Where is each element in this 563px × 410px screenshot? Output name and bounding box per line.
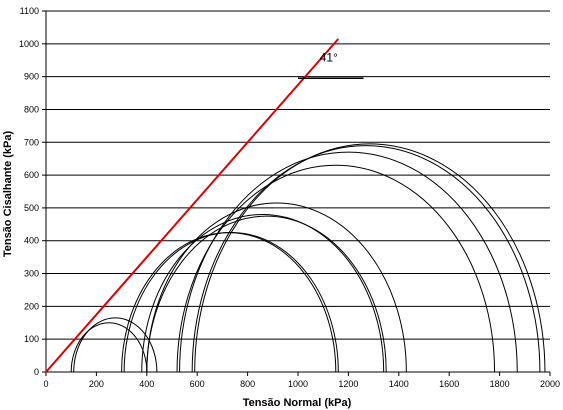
y-axis-title: Tensão Cisalhante (kPa) (2, 131, 14, 258)
mohr-circle-2 (73, 317, 158, 373)
y-tick-label-900: 900 (24, 72, 39, 82)
x-tick-label-1800: 1800 (490, 379, 510, 389)
grid (46, 10, 550, 340)
mohr-circle-4 (123, 232, 339, 373)
y-tick-label-500: 500 (24, 203, 39, 213)
mohr-circle-10 (191, 145, 541, 373)
y-tick-label-600: 600 (24, 170, 39, 180)
failure-envelope-line (45, 38, 340, 373)
mohr-circle-11 (194, 143, 546, 373)
y-tick-label-400: 400 (24, 236, 39, 246)
y-tick-label-800: 800 (24, 104, 39, 114)
y-tick-label-300: 300 (24, 269, 39, 279)
y-tick-label-0: 0 (34, 367, 39, 377)
mohr-circle-7 (146, 202, 407, 373)
x-tick-label-400: 400 (139, 379, 154, 389)
x-tick-label-2000: 2000 (540, 379, 560, 389)
x-tick-label-200: 200 (89, 379, 104, 389)
mohr-circle-6 (146, 215, 387, 373)
mohr-circle-8 (176, 164, 496, 373)
x-tick-label-1000: 1000 (288, 379, 308, 389)
mohr-circle-5 (141, 213, 385, 373)
x-tick-label-1400: 1400 (389, 379, 409, 389)
mohr-circles (70, 143, 546, 373)
x-tick-label-800: 800 (240, 379, 255, 389)
y-tick-label-700: 700 (24, 137, 39, 147)
x-axis-title: Tensão Normal (kPa) (243, 397, 352, 409)
y-tick-label-1000: 1000 (19, 39, 39, 49)
x-tick-label-1200: 1200 (338, 379, 358, 389)
y-tick-label-100: 100 (24, 334, 39, 344)
x-tick-label-0: 0 (43, 379, 48, 389)
mohr-circle-9 (179, 151, 518, 373)
angle-label: 41° (320, 50, 338, 64)
x-tick-label-1600: 1600 (439, 379, 459, 389)
y-tick-label-1100: 1100 (20, 6, 39, 16)
y-tick-label-200: 200 (24, 301, 39, 311)
y-tick-labels: 0 100 200 300 400 500 600 700 800 900 1000 1100 (19, 6, 39, 377)
axes (42, 10, 551, 376)
x-tick-label-600: 600 (190, 379, 205, 389)
annotations: 41° (45, 38, 364, 373)
x-tick-labels: 0 200 400 600 800 1000 1200 1400 1600 1800 2000 (43, 379, 560, 389)
